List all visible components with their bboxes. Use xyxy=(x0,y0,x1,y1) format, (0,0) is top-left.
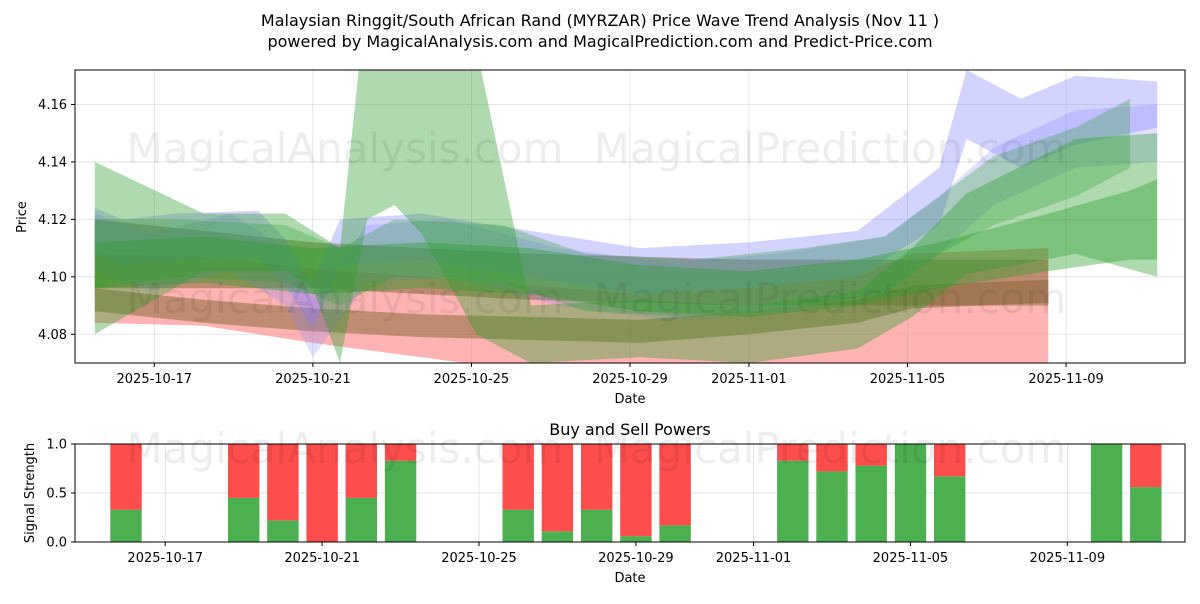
chart-title-line2: powered by MagicalAnalysis.com and Magic… xyxy=(267,32,932,51)
price-x-tick-label: 2025-10-21 xyxy=(275,372,351,387)
sell-bar xyxy=(502,444,534,510)
sell-bar xyxy=(855,444,887,466)
buy-bar xyxy=(228,497,260,542)
sell-bar xyxy=(581,444,613,510)
buy-bar xyxy=(855,465,887,542)
sell-bar xyxy=(228,444,260,498)
sell-bar xyxy=(110,444,142,510)
price-y-tick-label: 4.12 xyxy=(38,213,67,228)
price-band-brown-band-upper xyxy=(94,219,1049,306)
price-y-ticks: 4.08 4.10 4.12 4.14 4.16 xyxy=(38,98,75,343)
sell-bar xyxy=(816,444,848,472)
signal-x-tick-label: 2025-10-29 xyxy=(598,551,674,566)
buy-bar xyxy=(1090,444,1123,542)
price-band-brown-band-lower xyxy=(94,279,1049,343)
watermark-prediction-mid: MagicalPrediction.com xyxy=(594,274,1067,323)
buy-bar xyxy=(110,509,142,542)
buy-bar xyxy=(659,525,691,542)
signal-x-tick-label: 2025-10-25 xyxy=(441,551,517,566)
sell-bar xyxy=(934,444,966,477)
price-x-tick-label: 2025-11-09 xyxy=(1028,372,1104,387)
sell-bar xyxy=(345,444,377,498)
price-y-tick-label: 4.10 xyxy=(38,270,67,285)
signal-x-tick-label: 2025-10-21 xyxy=(284,551,360,566)
signal-x-tick-label: 2025-10-17 xyxy=(127,551,203,566)
price-y-tick-label: 4.16 xyxy=(38,98,67,113)
price-x-tick-label: 2025-10-17 xyxy=(117,372,193,387)
signal-x-label: Date xyxy=(614,571,645,586)
signal-y-label: Signal Strength xyxy=(23,443,38,543)
buy-bar xyxy=(816,471,848,542)
buy-bar xyxy=(934,476,966,542)
signal-y-tick-label: 1.0 xyxy=(46,438,67,453)
price-y-label: Price xyxy=(15,201,30,233)
watermark-prediction-top: MagicalPrediction.com xyxy=(594,124,1067,173)
sell-bar xyxy=(384,444,417,461)
price-band-blue-band-2 xyxy=(94,104,1158,358)
watermark-analysis-top: MagicalAnalysis.com xyxy=(127,124,564,173)
price-x-tick-label: 2025-11-05 xyxy=(870,372,946,387)
price-x-label: Date xyxy=(614,392,645,407)
signal-y-ticks: 0.0 0.5 1.0 xyxy=(46,438,75,551)
price-x-tick-label: 2025-10-25 xyxy=(434,372,510,387)
sell-bar xyxy=(777,444,809,461)
price-band-green-band-main xyxy=(94,70,1158,363)
buy-bar xyxy=(777,460,809,542)
watermark-analysis-bottom: MagicalAnalysis.com xyxy=(127,424,564,473)
signal-panel-title: Buy and Sell Powers xyxy=(549,420,711,439)
price-band-blue-band-1 xyxy=(94,70,1158,329)
buy-bar xyxy=(581,509,613,542)
signal-x-tick-label: 2025-11-01 xyxy=(716,551,792,566)
signal-panel: Buy and Sell Powers MagicalAnalysis.com … xyxy=(23,420,1186,586)
signal-x-tick-label: 2025-11-05 xyxy=(873,551,949,566)
price-band-green-band-3 xyxy=(94,179,1158,317)
buy-bar xyxy=(541,531,574,542)
buy-bar xyxy=(345,497,377,542)
sell-bar xyxy=(306,444,338,542)
sell-bar xyxy=(620,444,652,537)
signal-x-tick-label: 2025-11-09 xyxy=(1030,551,1106,566)
sell-bar xyxy=(659,444,691,526)
sell-bar xyxy=(267,444,299,521)
buy-bar xyxy=(1130,487,1162,542)
signal-x-ticks: 2025-10-17 2025-10-21 2025-10-25 2025-10-29… xyxy=(127,542,1105,566)
buy-bar xyxy=(894,444,927,542)
signal-y-tick-label: 0.5 xyxy=(46,487,67,502)
chart-title-line1: Malaysian Ringgit/South African Rand (MY… xyxy=(261,11,939,30)
price-x-tick-label: 2025-11-01 xyxy=(711,372,787,387)
buy-bar xyxy=(502,509,534,542)
signal-y-tick-label: 0.0 xyxy=(46,536,67,551)
price-y-tick-label: 4.08 xyxy=(38,328,67,343)
price-band-green-band-2 xyxy=(94,98,1130,317)
buy-bar xyxy=(384,460,417,542)
price-x-ticks: 2025-10-17 2025-10-21 2025-10-25 2025-10-29… xyxy=(117,363,1104,387)
price-x-tick-label: 2025-10-29 xyxy=(592,372,668,387)
price-panel: MagicalAnalysis.com MagicalPrediction.co… xyxy=(15,69,1186,407)
watermark-prediction-bottom: MagicalPrediction.com xyxy=(594,424,1067,473)
watermark-analysis-mid: MagicalAnalysis.com xyxy=(127,274,564,323)
sell-bar xyxy=(1130,444,1162,488)
price-bands xyxy=(94,70,1158,363)
buy-bar xyxy=(620,536,652,542)
signal-bars xyxy=(110,444,1162,542)
buy-bar xyxy=(267,520,299,542)
sell-bar xyxy=(541,444,574,532)
price-y-tick-label: 4.14 xyxy=(38,155,67,170)
